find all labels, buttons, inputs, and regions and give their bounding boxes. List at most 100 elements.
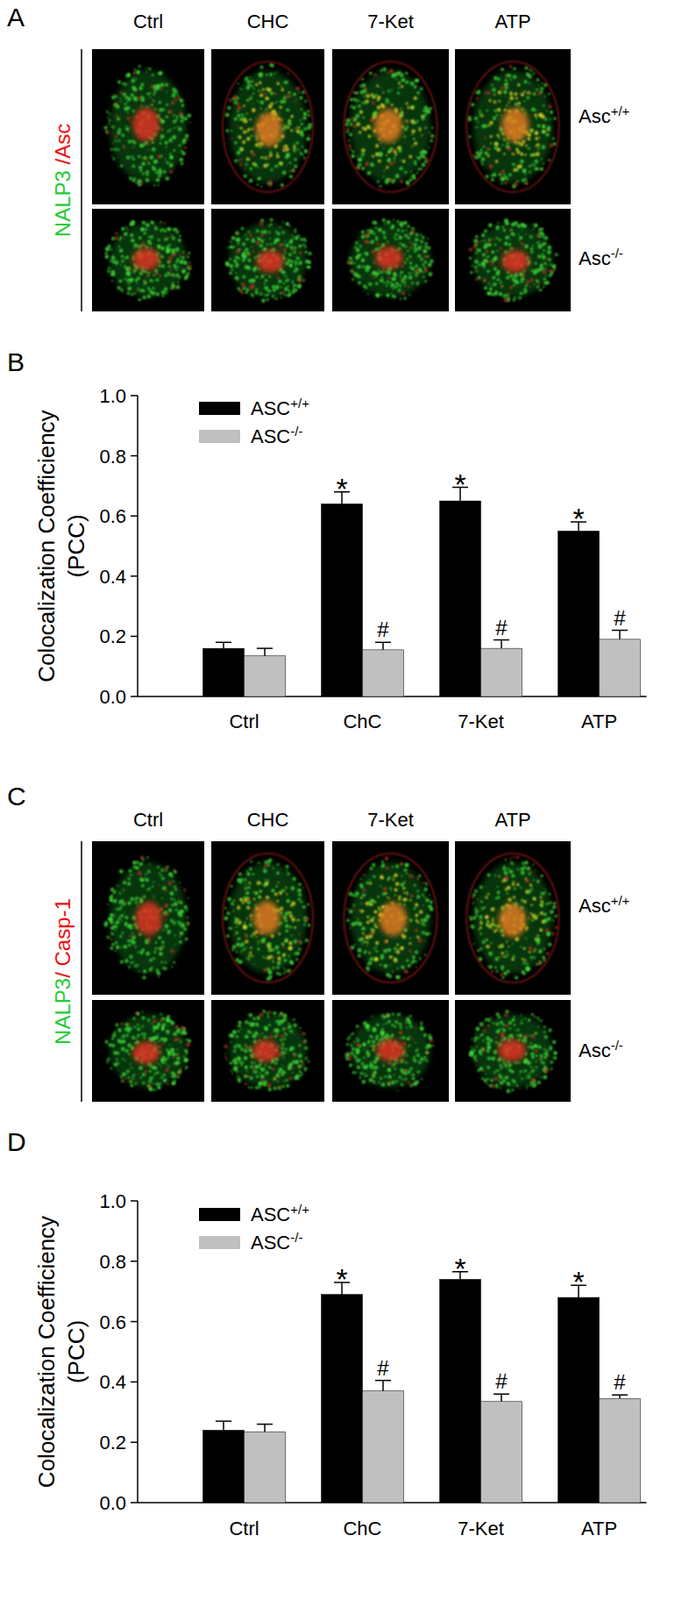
speckle [492,282,497,286]
speckle [293,143,296,146]
speckle [295,99,298,101]
speckle [108,113,111,115]
speckle [142,171,145,175]
speckle [181,103,185,107]
speckle [132,71,136,76]
speckle [390,103,394,107]
speckle [180,119,184,122]
speckle [383,235,387,239]
speckle [424,113,427,116]
speckle [227,263,230,266]
speckle [411,227,414,230]
speckle [306,109,310,113]
speckle [176,257,180,262]
speckle [114,139,117,142]
speckle [149,234,154,239]
speckle [488,99,491,102]
speckle [424,255,427,258]
speckle [237,134,240,137]
speckle [411,133,413,135]
speckle [399,179,404,184]
micrograph [211,208,325,312]
speckle [231,241,234,244]
speckle [520,152,524,156]
speckle [284,279,288,283]
speckle [181,255,185,260]
speckle [359,110,363,114]
speckle [127,228,129,231]
speckle [401,243,405,247]
speckle [405,180,409,184]
speckle [348,256,353,261]
speckle [237,159,240,162]
speckle [259,93,263,98]
speckle [414,269,420,274]
speckle [175,247,179,251]
speckle [180,162,184,165]
speckle [350,117,355,121]
speckle [127,282,130,285]
speckle [107,122,110,125]
speckle [151,291,157,296]
speckle [159,220,162,223]
speckle [288,241,292,245]
speckle [160,134,165,139]
speckle [246,79,251,85]
speckle [511,163,516,167]
speckle [282,170,286,175]
speckle [256,183,259,185]
speckle [129,233,134,237]
speckle [403,142,405,144]
speckle [549,110,553,114]
speckle [425,157,429,162]
speckle [390,147,394,151]
speckle [380,278,384,282]
speckle [255,138,259,142]
speckle [404,71,408,75]
speckle [303,127,307,131]
speckle [289,225,292,228]
speckle [405,228,408,231]
speckle [474,156,478,160]
speckle [262,247,267,251]
speckle [484,91,488,94]
speckle [284,286,289,292]
speckle [355,241,359,245]
speckle [138,298,143,302]
speckle [111,156,114,158]
speckle [518,106,520,108]
speckle [401,291,405,295]
speckle [419,128,422,132]
speckle [165,103,169,107]
speckle [358,157,363,162]
speckle [494,109,498,113]
speckle [357,99,360,102]
speckle [246,136,250,141]
speckle [402,159,405,163]
speckle [393,150,397,154]
speckle [139,169,143,172]
speckle [377,227,383,233]
speckle [148,143,150,146]
speckle [375,247,379,251]
speckle [296,255,299,258]
speckle [546,127,551,131]
speckle [146,180,149,183]
speckle [236,110,239,113]
speckle [528,164,532,168]
speckle [413,96,418,100]
speckle [504,235,509,240]
speckle [167,260,171,263]
speckle [531,70,533,72]
speckle [370,249,376,255]
speckle [170,286,174,290]
speckle [305,150,308,154]
speckle [538,84,540,86]
speckle [292,284,297,288]
speckle [489,287,493,292]
speckle [127,111,129,114]
speckle [304,245,307,249]
speckle [302,237,306,242]
speckle [530,153,534,157]
speckle [275,230,278,234]
